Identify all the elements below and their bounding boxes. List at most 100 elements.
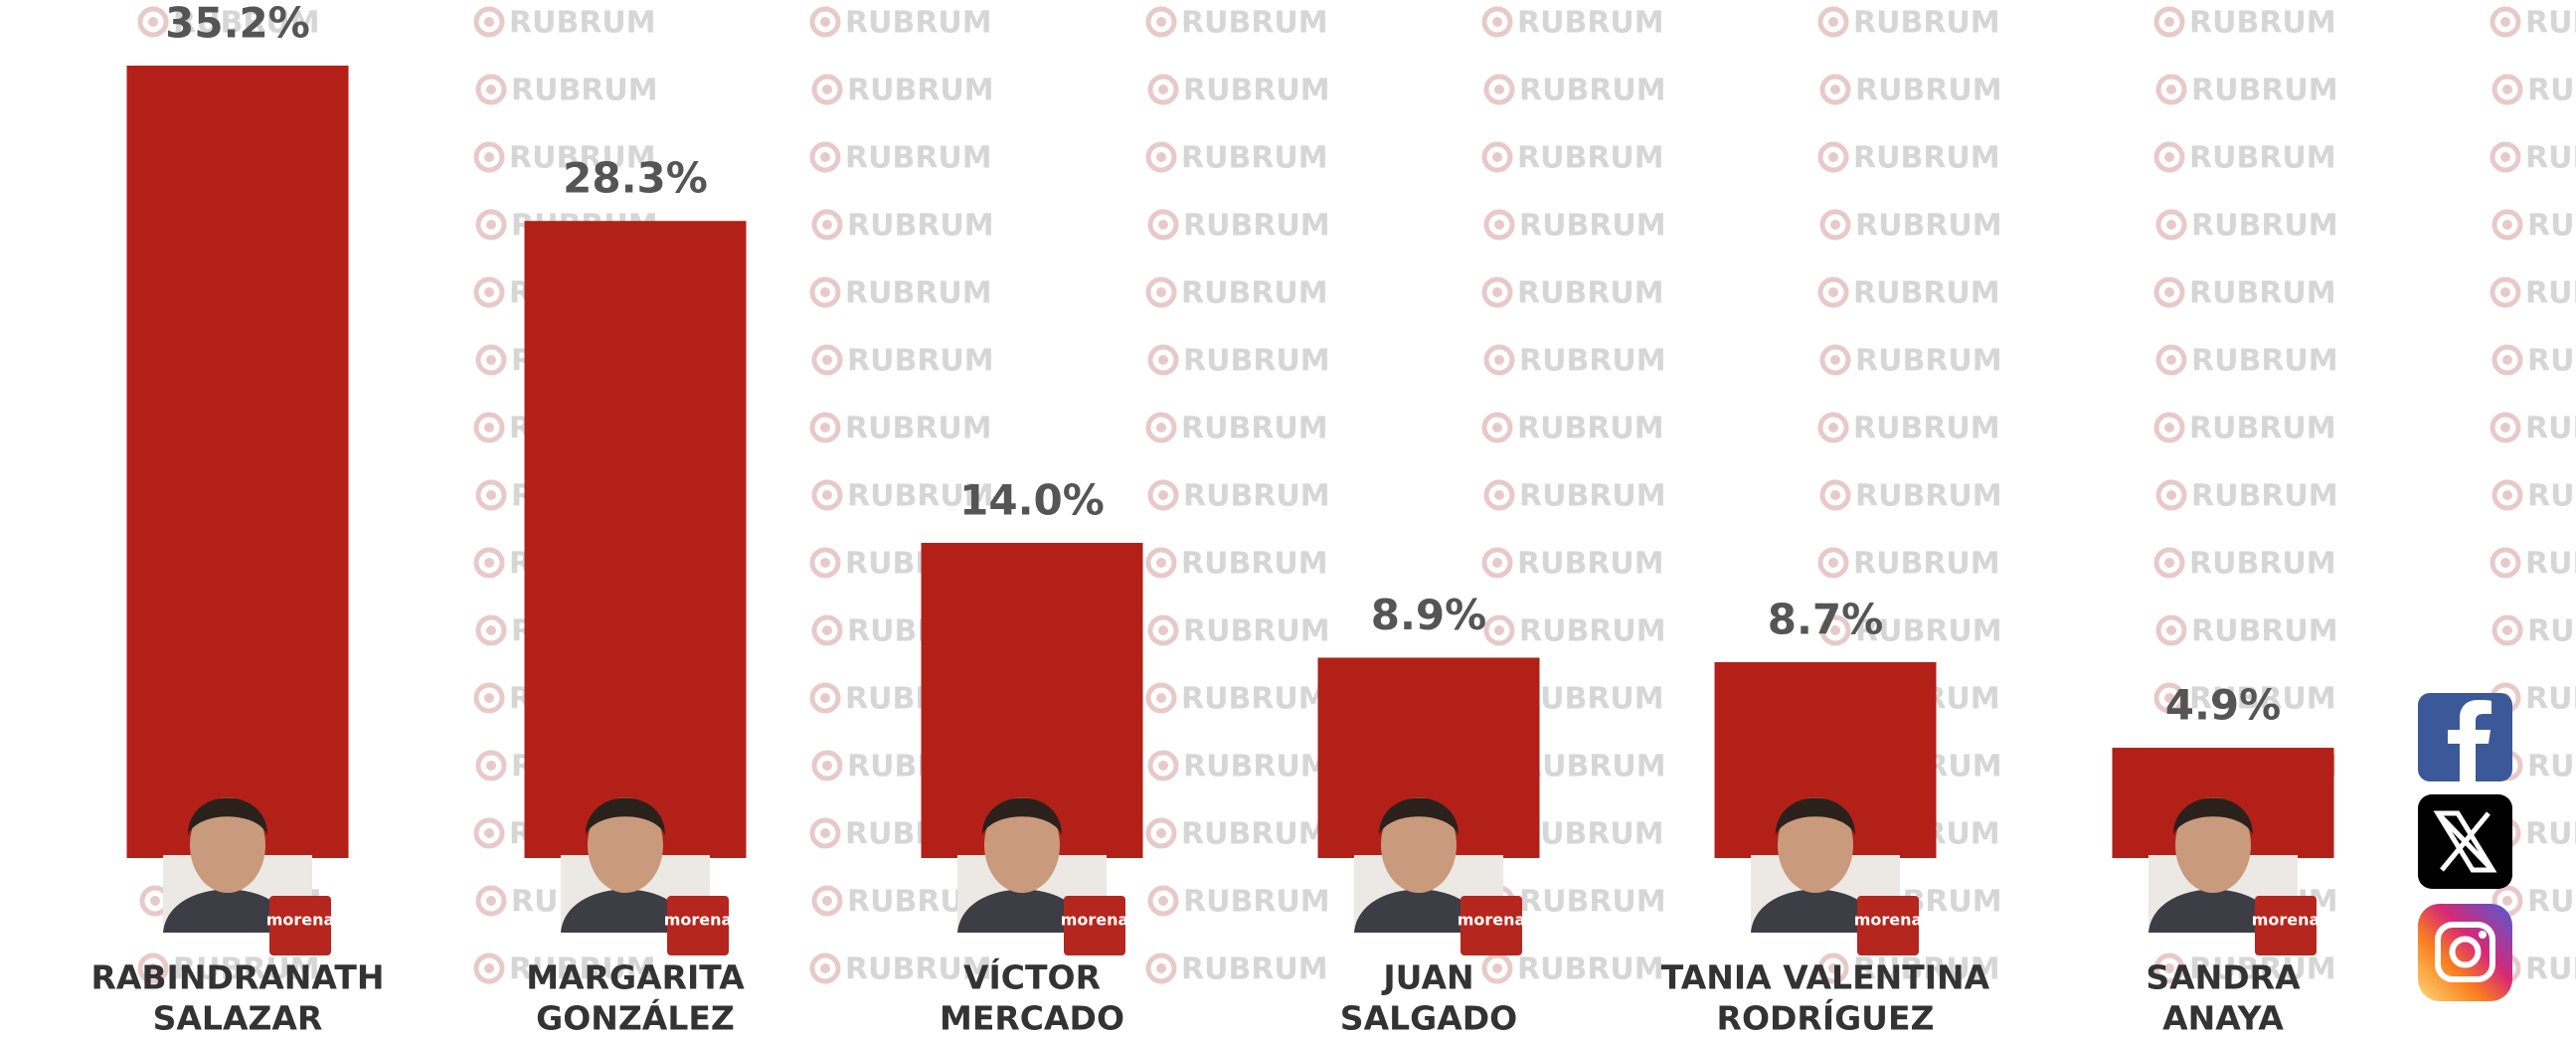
- watermark-text: RUBRUM: [2525, 547, 2576, 582]
- watermark-text: RUBRUM: [1181, 276, 1328, 311]
- watermark-icon: [822, 355, 832, 365]
- watermark-text: RUBRUM: [2527, 614, 2576, 649]
- watermark-icon: [2164, 17, 2174, 27]
- watermark-icon: [484, 963, 494, 973]
- watermark-text: RUBRUM: [2189, 6, 2336, 41]
- watermark-text: RUBRUM: [2189, 412, 2336, 446]
- watermark-icon: [2164, 287, 2174, 297]
- watermark-text: RUBRUM: [1855, 479, 2002, 514]
- watermark-icon: [1828, 152, 1838, 162]
- watermark-icon: [2166, 220, 2176, 230]
- watermark-icon: [1494, 490, 1504, 500]
- watermark-icon: [1494, 85, 1504, 94]
- watermark-text: RUBRUM: [1181, 141, 1328, 176]
- bar: [525, 221, 747, 858]
- watermark-icon: [1830, 355, 1840, 365]
- party-logo-text: morena: [1061, 911, 1129, 930]
- watermark-text: RUBRUM: [1183, 885, 1330, 920]
- value-label: 8.9%: [1371, 591, 1486, 639]
- watermark-text: RUBRUM: [1855, 344, 2002, 379]
- watermark-icon: [486, 896, 496, 906]
- watermark-text: RUBRUM: [1519, 885, 1666, 920]
- watermark-icon: [820, 287, 830, 297]
- watermark-icon: [1830, 490, 1840, 500]
- watermark-icon: [2166, 625, 2176, 635]
- watermark-text: RUBRUM: [845, 6, 992, 41]
- watermark-text: RUBRUM: [1181, 682, 1328, 717]
- watermark-icon: [820, 152, 830, 162]
- watermark-text: RUBRUM: [2525, 952, 2576, 987]
- watermark-icon: [484, 693, 494, 703]
- watermark-text: RUBRUM: [845, 141, 992, 176]
- watermark-text: RUBRUM: [2191, 614, 2338, 649]
- watermark-text: RUBRUM: [1519, 479, 1666, 514]
- watermark-text: RUBRUM: [2527, 885, 2576, 920]
- watermark-text: RUBRUM: [2525, 817, 2576, 852]
- watermark-text: RUBRUM: [2191, 344, 2338, 379]
- watermark-icon: [486, 355, 496, 365]
- watermark-text: RUBRUM: [1853, 6, 2000, 41]
- watermark-icon: [2502, 490, 2512, 500]
- watermark-text: RUBRUM: [1181, 412, 1328, 446]
- category-label: ANAYA: [2162, 999, 2284, 1038]
- category-label: RODRÍGUEZ: [1717, 998, 1935, 1038]
- watermark-icon: [1156, 963, 1166, 973]
- watermark-icon: [486, 490, 496, 500]
- watermark-icon: [820, 17, 830, 27]
- value-label: 4.9%: [2165, 681, 2281, 730]
- watermark-icon: [822, 220, 832, 230]
- watermark-icon: [486, 220, 496, 230]
- watermark-icon: [1158, 896, 1168, 906]
- watermark-text: RUBRUM: [1519, 209, 1666, 244]
- watermark-icon: [1156, 828, 1166, 838]
- watermark-icon: [822, 896, 832, 906]
- watermark-icon: [1156, 17, 1166, 27]
- watermark-text: RUBRUM: [1181, 547, 1328, 582]
- watermark-text: RUBRUM: [1517, 547, 1664, 582]
- instagram-icon[interactable]: [2418, 904, 2512, 1001]
- watermark-icon: [1158, 761, 1168, 771]
- watermark-icon: [1156, 152, 1166, 162]
- category-label: VÍCTOR: [963, 957, 1101, 997]
- value-label: 8.7%: [1768, 596, 1883, 644]
- watermark-icon: [1494, 355, 1504, 365]
- watermark-text: RUBRUM: [1181, 6, 1328, 41]
- watermark-text: RUBRUM: [1853, 141, 2000, 176]
- chart: RUBRUM RUBRUM RUBRUM RUBRUM RUBRUM RUBRUM RUBR…: [0, 0, 2576, 1038]
- watermark-icon: [2502, 355, 2512, 365]
- watermark-text: RUBRUM: [1853, 547, 2000, 582]
- watermark-text: RUBRUM: [1517, 276, 1664, 311]
- watermark-text: RUBRUM: [1183, 74, 1330, 108]
- watermark-text: RUBRUM: [2527, 74, 2576, 108]
- watermark-icon: [2500, 287, 2510, 297]
- category-label: SALGADO: [1340, 999, 1517, 1038]
- instagram-glyph: [2479, 931, 2487, 939]
- watermark-text: RUBRUM: [1183, 479, 1330, 514]
- watermark-icon: [150, 896, 160, 906]
- watermark-icon: [1156, 423, 1166, 432]
- watermark-icon: [486, 761, 496, 771]
- watermark-icon: [484, 558, 494, 568]
- category-label: JUAN: [1381, 958, 1473, 997]
- party-logo-text: morena: [664, 911, 733, 930]
- watermark-icon: [148, 17, 158, 27]
- watermark-icon: [484, 828, 494, 838]
- watermark-text: RUBRUM: [1183, 344, 1330, 379]
- watermark-icon: [1828, 17, 1838, 27]
- watermark-text: RUBRUM: [2525, 6, 2576, 41]
- watermark-icon: [1830, 220, 1840, 230]
- watermark-icon: [484, 17, 494, 27]
- watermark-icon: [820, 558, 830, 568]
- watermark-text: RUBRUM: [1853, 276, 2000, 311]
- watermark-text: RUBRUM: [2525, 682, 2576, 717]
- watermark-text: RUBRUM: [1855, 74, 2002, 108]
- watermark-text: RUBRUM: [847, 209, 994, 244]
- watermark-icon: [820, 963, 830, 973]
- watermark-text: RUBRUM: [1183, 614, 1330, 649]
- watermark-icon: [2166, 85, 2176, 94]
- value-label: 28.3%: [563, 154, 708, 203]
- watermark-text: RUBRUM: [2527, 479, 2576, 514]
- watermark-icon: [1158, 220, 1168, 230]
- watermark-icon: [822, 761, 832, 771]
- category-label: TANIA VALENTINA: [1661, 958, 1990, 997]
